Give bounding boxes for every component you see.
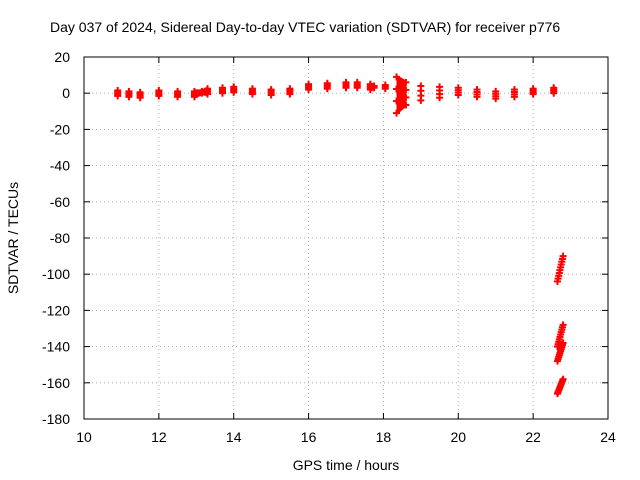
data-point	[438, 83, 441, 91]
data-point	[419, 82, 422, 90]
y-tick-label: -20	[50, 121, 70, 137]
data-point	[373, 82, 376, 90]
data-point	[139, 88, 142, 96]
data-point	[419, 87, 422, 95]
data-point	[513, 86, 516, 94]
data-point	[438, 94, 441, 102]
chart-title: Day 037 of 2024, Sidereal Day-to-day VTE…	[50, 19, 560, 35]
y-tick-label: -60	[50, 194, 70, 210]
y-tick-label: 0	[62, 85, 70, 101]
data-point	[404, 78, 407, 86]
y-axis-title: SDTVAR / TECUs	[5, 182, 21, 294]
data-point	[369, 80, 372, 88]
y-tick-label: -80	[50, 230, 70, 246]
data-point	[562, 252, 565, 260]
data-point	[562, 339, 565, 347]
data-point	[438, 86, 441, 94]
data-point	[157, 86, 160, 94]
x-tick-label: 18	[376, 429, 392, 445]
axis-ticks	[83, 56, 609, 420]
data-point	[193, 87, 196, 95]
data-point	[494, 87, 497, 95]
data-point	[404, 93, 407, 101]
data-point	[395, 109, 398, 117]
y-tick-label: -40	[50, 158, 70, 174]
data-point	[552, 84, 555, 92]
y-tick-label: 20	[54, 49, 70, 65]
data-point	[404, 86, 407, 94]
data-point	[200, 87, 203, 95]
data-point	[251, 85, 254, 93]
grid	[84, 57, 608, 419]
data-point	[395, 97, 398, 105]
data-point	[438, 90, 441, 98]
y-tick-label: -120	[42, 302, 70, 318]
data-point	[221, 84, 224, 92]
x-tick-label: 20	[450, 429, 466, 445]
data-point	[395, 85, 398, 93]
data-point	[345, 78, 347, 86]
data-point	[457, 84, 460, 92]
data-point	[562, 375, 565, 383]
x-tick-label: 16	[301, 429, 317, 445]
plot-frame	[83, 56, 609, 420]
x-tick-label: 12	[151, 429, 167, 445]
data-point	[419, 92, 422, 100]
x-tick-label: 24	[600, 429, 616, 445]
data-point	[395, 73, 398, 81]
data-point	[176, 87, 179, 95]
data-series	[114, 73, 567, 398]
data-point	[356, 78, 359, 86]
data-point	[326, 79, 329, 87]
data-point	[232, 83, 235, 91]
x-tick-label: 10	[76, 429, 92, 445]
data-point	[404, 101, 407, 109]
data-point	[206, 85, 209, 93]
data-point	[476, 86, 478, 94]
data-band-segment	[396, 74, 406, 116]
y-tick-label: -100	[42, 266, 70, 282]
data-point	[116, 86, 119, 94]
data-point	[419, 96, 422, 104]
x-tick-label: 14	[226, 429, 242, 445]
y-tick-label: -180	[42, 411, 70, 427]
y-tick-label: -140	[42, 339, 70, 355]
data-point	[384, 81, 387, 89]
data-point	[127, 87, 130, 95]
x-axis-title: GPS time / hours	[293, 457, 400, 473]
tick-labels: 10 12 14 16 18 20 22 24 20 0 -20 -40 -60 -80 -100 -120 -…	[42, 49, 616, 445]
data-point	[288, 85, 291, 93]
data-point	[270, 86, 273, 94]
x-tick-label: 22	[525, 429, 541, 445]
data-point	[532, 85, 535, 93]
data-point	[562, 321, 565, 329]
data-point	[307, 80, 310, 88]
y-tick-label: -160	[42, 375, 70, 391]
